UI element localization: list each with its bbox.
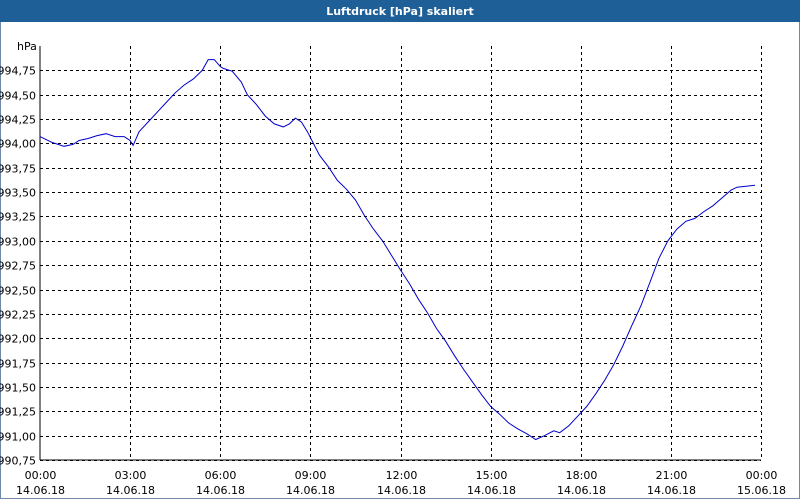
y-tick-label: 991,25: [0, 406, 36, 419]
y-tick-label: 993,75: [0, 163, 36, 176]
y-tick-label: 993,50: [0, 187, 36, 200]
y-tick-label: 992,00: [0, 333, 36, 346]
y-tick-label: 990,75: [0, 455, 36, 468]
x-tick-date-label: 14.06.18: [106, 484, 155, 497]
pressure-series-line: [39, 59, 756, 441]
y-tick-label: 991,00: [0, 431, 36, 444]
chart-title: Luftdruck [hPa] skaliert: [0, 0, 800, 22]
y-axis-label: hPa: [17, 40, 37, 53]
y-tick-label: 993,25: [0, 211, 36, 224]
x-tick-date-label: 14.06.18: [16, 484, 65, 497]
x-tick-time-label: 15:00: [476, 469, 508, 482]
y-tick-label: 991,50: [0, 382, 36, 395]
x-tick-date-label: 14.06.18: [196, 484, 245, 497]
y-tick-label: 993,00: [0, 236, 36, 249]
plot-area: [39, 59, 756, 441]
x-tick-time-label: 03:00: [115, 469, 147, 482]
y-tick-label: 994,00: [0, 138, 36, 151]
y-tick-label: 992,75: [0, 260, 36, 273]
x-tick-date-label: 14.06.18: [467, 484, 516, 497]
x-tick-date-label: 15.06.18: [737, 484, 786, 497]
y-tick-label: 994,25: [0, 114, 36, 127]
y-tick-label: 991,75: [0, 358, 36, 371]
y-tick-label: 992,25: [0, 309, 36, 322]
y-axis-ticks: 994,75 994,50 994,25 994,00 993,75 993,50 993,…: [0, 65, 36, 468]
x-axis-ticks: 00:00 14.06.18 03:00 14.06.18 06:00 14.06.18 0…: [16, 469, 786, 497]
x-tick-date-label: 14.06.18: [557, 484, 606, 497]
y-tick-label: 992,50: [0, 285, 36, 298]
x-tick-date-label: 14.06.18: [286, 484, 335, 497]
x-tick-time-label: 06:00: [205, 469, 237, 482]
y-tick-label: 994,75: [0, 65, 36, 78]
x-tick-time-label: 18:00: [566, 469, 598, 482]
x-tick-date-label: 14.06.18: [647, 484, 696, 497]
x-tick-time-label: 00:00: [746, 469, 778, 482]
x-tick-time-label: 21:00: [656, 469, 688, 482]
x-tick-time-label: 00:00: [25, 469, 57, 482]
x-tick-date-label: 14.06.18: [377, 484, 426, 497]
grid-lines: [39, 46, 762, 461]
x-tick-time-label: 12:00: [386, 469, 418, 482]
y-tick-label: 994,50: [0, 90, 36, 103]
x-tick-time-label: 09:00: [295, 469, 327, 482]
